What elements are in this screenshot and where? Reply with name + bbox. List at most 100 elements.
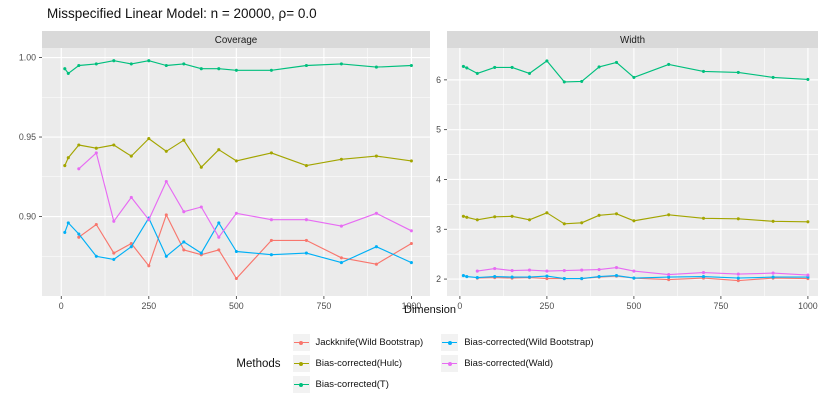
data-point xyxy=(527,268,532,272)
data-point xyxy=(493,65,497,69)
data-point xyxy=(667,273,671,277)
data-point xyxy=(461,214,465,218)
legend-key-point xyxy=(299,340,304,345)
data-point xyxy=(465,275,469,279)
x-axis-tick-label: 500 xyxy=(627,301,642,311)
data-point xyxy=(374,211,378,215)
data-point xyxy=(147,264,151,268)
data-point xyxy=(269,253,273,257)
data-point xyxy=(510,214,514,218)
data-point xyxy=(409,241,413,246)
x-axis-tick-label: 0 xyxy=(59,301,64,311)
data-point xyxy=(77,167,81,171)
y-axis-tick-label: 5 xyxy=(436,125,441,135)
data-point xyxy=(461,274,465,278)
data-point xyxy=(217,235,221,239)
data-point xyxy=(66,156,70,160)
legend-columns: Jackknife(Wild Bootstrap) Bias-corrected(… xyxy=(292,334,594,393)
data-point xyxy=(771,271,775,275)
data-point xyxy=(63,230,67,234)
legend-item: Bias-corrected(T) xyxy=(292,376,424,393)
data-point xyxy=(614,274,619,278)
data-point xyxy=(510,269,514,273)
data-point xyxy=(112,257,116,261)
data-point xyxy=(667,213,671,217)
x-axis-tick-label: 1000 xyxy=(402,301,422,311)
data-point xyxy=(339,157,343,161)
y-axis-tick-label: 1.00 xyxy=(19,53,36,63)
data-point xyxy=(339,256,343,260)
data-point xyxy=(217,148,221,152)
data-point xyxy=(545,277,549,281)
data-point xyxy=(234,68,238,72)
data-point xyxy=(493,267,497,271)
data-point xyxy=(234,211,238,215)
data-point xyxy=(182,138,186,142)
data-point xyxy=(182,240,186,244)
data-point xyxy=(597,213,601,217)
data-point xyxy=(77,63,81,68)
data-point xyxy=(269,218,273,222)
data-point xyxy=(129,245,133,249)
x-axis-title: Dimension xyxy=(404,304,456,316)
legend-item: Jackknife(Wild Bootstrap) xyxy=(292,334,423,351)
chart-title: Misspecified Linear Model: n = 20000, ρ=… xyxy=(47,6,317,21)
legend: Methods Jackknife(Wild Bootstrap) Bias-co… xyxy=(0,334,830,393)
legend-item-label: Bias-corrected(Wild Bootstrap) xyxy=(464,337,594,348)
data-point xyxy=(199,205,203,209)
data-point xyxy=(580,268,584,272)
legend-key-point xyxy=(299,361,304,366)
data-point xyxy=(465,215,469,219)
data-point xyxy=(217,67,221,71)
legend-key-icon xyxy=(441,334,459,351)
y-axis-tick-label: 0.95 xyxy=(19,132,36,142)
data-point xyxy=(597,65,601,69)
data-point xyxy=(94,151,98,155)
data-point xyxy=(632,75,636,79)
data-point xyxy=(701,275,706,279)
data-point xyxy=(632,219,636,223)
y-axis-tick-label: 4 xyxy=(436,174,441,184)
data-point xyxy=(269,238,273,242)
data-point xyxy=(164,179,168,184)
data-point xyxy=(614,60,619,64)
data-point xyxy=(562,80,566,84)
data-point xyxy=(562,222,566,226)
data-point xyxy=(545,211,549,215)
legend-item-label: Bias-corrected(Hulc) xyxy=(315,358,403,369)
data-point xyxy=(771,75,775,79)
x-axis-tick-label: 250 xyxy=(540,301,555,311)
data-point xyxy=(493,275,497,279)
legend-item-label: Bias-corrected(T) xyxy=(315,379,389,390)
data-point xyxy=(94,62,98,66)
data-point xyxy=(736,217,740,221)
data-point xyxy=(771,219,775,223)
data-point xyxy=(545,274,549,278)
data-point xyxy=(77,232,81,236)
data-point xyxy=(199,67,203,71)
data-point xyxy=(409,261,413,265)
legend-item: Bias-corrected(Wild Bootstrap) xyxy=(441,334,594,351)
data-point xyxy=(736,272,740,276)
data-point xyxy=(304,63,308,68)
data-point xyxy=(129,154,133,158)
data-point xyxy=(94,222,98,227)
data-point xyxy=(304,164,308,168)
data-point xyxy=(374,65,378,69)
data-point xyxy=(465,66,469,70)
facet-strip xyxy=(447,31,818,48)
data-point xyxy=(164,63,168,68)
data-point xyxy=(562,269,566,273)
data-point xyxy=(112,143,116,147)
x-axis-tick-label: 750 xyxy=(714,301,729,311)
data-point xyxy=(182,248,186,252)
data-point xyxy=(199,165,203,169)
data-point xyxy=(510,275,514,279)
x-axis-tick-label: 750 xyxy=(317,301,332,311)
data-point xyxy=(147,137,151,141)
data-point xyxy=(667,278,671,282)
data-point xyxy=(527,218,532,222)
legend-item: Bias-corrected(Wald) xyxy=(441,355,593,372)
data-point xyxy=(129,195,133,199)
data-point xyxy=(580,277,584,281)
